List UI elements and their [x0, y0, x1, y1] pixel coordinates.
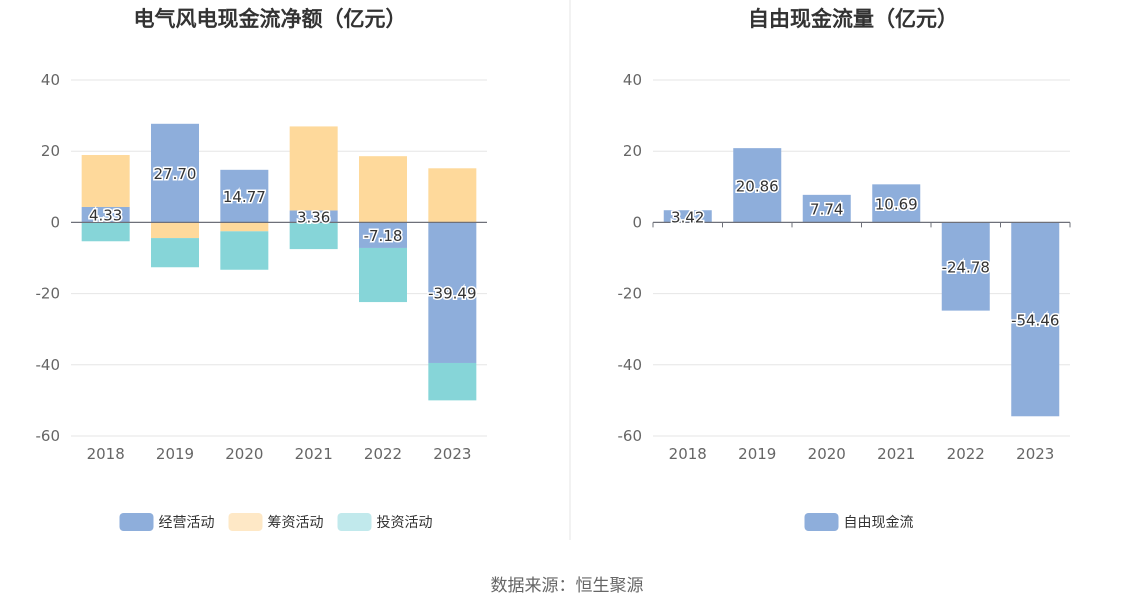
bar	[733, 148, 782, 223]
bar	[359, 247, 407, 303]
chart-title-right: 自由现金流量（亿元）	[748, 7, 958, 31]
legend-label: 投资活动	[377, 515, 433, 531]
bar	[872, 184, 921, 223]
y-tick-label: 40	[623, 71, 642, 89]
bar	[220, 169, 269, 223]
x-tick-label: 2019	[738, 445, 776, 463]
data-label: 7.74	[810, 201, 843, 219]
bar	[220, 222, 269, 232]
x-tick-label: 2018	[87, 445, 125, 463]
x-tick-label: 2020	[225, 445, 263, 463]
bar	[941, 222, 990, 311]
x-tick-label: 2021	[877, 445, 915, 463]
cashflow-net-chart: 40 20 0 -20 -40 -60 2018 2019 2020 2021 2022 2023 4.…	[36, 71, 487, 463]
bar	[428, 222, 477, 363]
x-tick-label: 2022	[947, 445, 985, 463]
free-cashflow-chart: 40 20 0 -20 -40 -60 2018 2019 2020 2021 2022 2023 3.…	[618, 71, 1071, 463]
y-tick-label: -40	[618, 356, 643, 374]
chart-title-left: 电气风电现金流净额（亿元）	[134, 7, 407, 31]
legend-left: 经营活动 筹资活动 投资活动	[119, 513, 433, 531]
data-label: 3.42	[671, 208, 704, 226]
y-tick-label: 20	[41, 142, 60, 160]
x-tick-label: 2022	[364, 445, 402, 463]
legend-swatch	[119, 513, 154, 531]
bar	[220, 231, 269, 270]
data-label: -7.18	[364, 227, 403, 245]
data-label: -39.49	[428, 285, 476, 303]
legend-label: 筹资活动	[268, 514, 324, 531]
bar	[81, 155, 130, 207]
data-label: 14.77	[223, 188, 266, 206]
bar	[81, 222, 130, 242]
legend-right: 自由现金流	[804, 513, 914, 531]
bar	[359, 222, 407, 248]
bar	[151, 222, 199, 239]
x-tick-label: 2023	[433, 445, 471, 463]
legend-swatch	[228, 513, 263, 531]
bar	[663, 210, 712, 223]
bar	[1011, 222, 1060, 417]
data-label: 27.70	[154, 165, 197, 183]
data-label: -24.78	[942, 259, 990, 277]
legend-label: 经营活动	[159, 515, 215, 531]
data-label: 20.86	[736, 177, 779, 195]
data-label: -54.46	[1011, 311, 1059, 329]
data-label: 10.69	[875, 195, 918, 213]
bar	[289, 210, 338, 223]
y-tick-label: 0	[50, 213, 60, 231]
x-tick-label: 2023	[1016, 445, 1054, 463]
bar	[428, 362, 477, 401]
bar	[289, 126, 338, 211]
y-tick-label: 40	[41, 71, 60, 89]
data-source: 数据来源：恒生聚源	[491, 576, 644, 596]
bar	[151, 238, 199, 268]
legend-swatch	[804, 513, 839, 531]
bar	[802, 194, 851, 223]
y-tick-label: -20	[618, 285, 643, 303]
x-tick-label: 2020	[808, 445, 846, 463]
x-tick-label: 2019	[156, 445, 194, 463]
bar	[428, 168, 477, 223]
y-tick-label: 0	[632, 213, 642, 231]
data-label: 4.33	[89, 207, 122, 225]
bar	[151, 123, 199, 223]
x-tick-label: 2018	[669, 445, 707, 463]
bar	[289, 222, 338, 250]
y-tick-label: -20	[36, 285, 61, 303]
x-tick-label: 2021	[295, 445, 333, 463]
bar	[359, 156, 407, 223]
y-tick-label: -60	[36, 427, 61, 445]
y-tick-label: -60	[618, 427, 643, 445]
y-tick-label: 20	[623, 142, 642, 160]
legend-swatch	[337, 513, 372, 531]
bar	[81, 206, 130, 223]
y-tick-label: -40	[36, 356, 61, 374]
legend-label: 自由现金流	[844, 515, 914, 531]
data-label: 3.36	[297, 208, 330, 226]
